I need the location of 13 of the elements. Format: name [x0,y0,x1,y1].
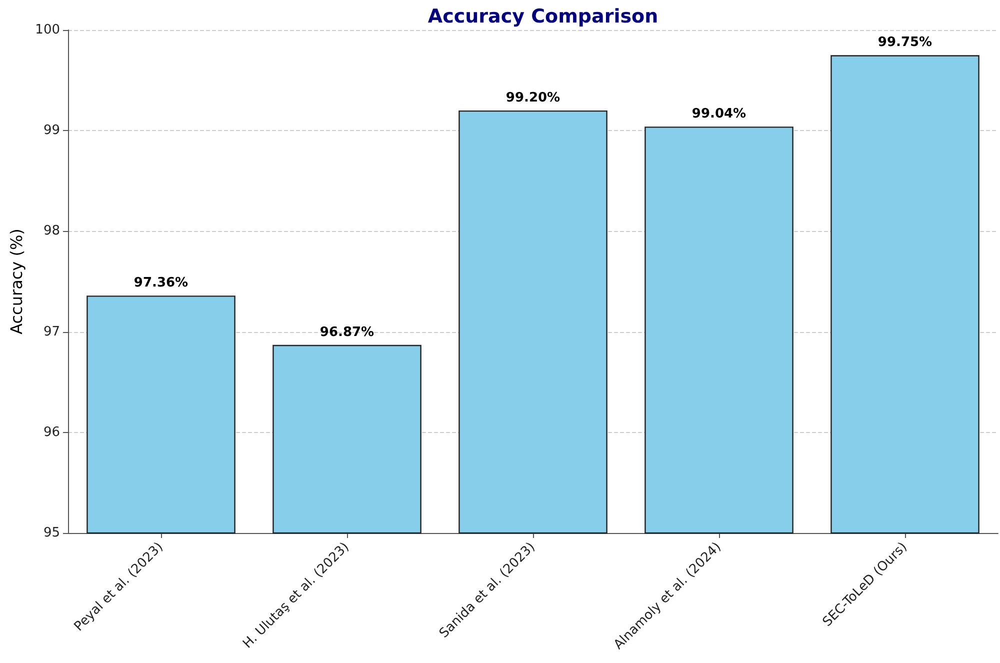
y-axis-title: Accuracy (%) [6,228,26,334]
y-tick-label: 97 [43,324,60,340]
data-label: 99.20% [506,90,560,106]
chart-title: Accuracy Comparison [428,6,658,28]
data-label: 99.04% [692,106,746,122]
y-tick-label: 95 [43,526,60,540]
y-tick-label: 96 [43,424,60,440]
data-label: 99.75% [878,35,932,50]
y-tick-label: 100 [35,22,60,38]
y-tick-label: 99 [43,123,60,138]
y-tick-label: 98 [43,224,60,239]
data-label: 97.36% [134,276,188,291]
data-label: 96.87% [320,324,374,340]
